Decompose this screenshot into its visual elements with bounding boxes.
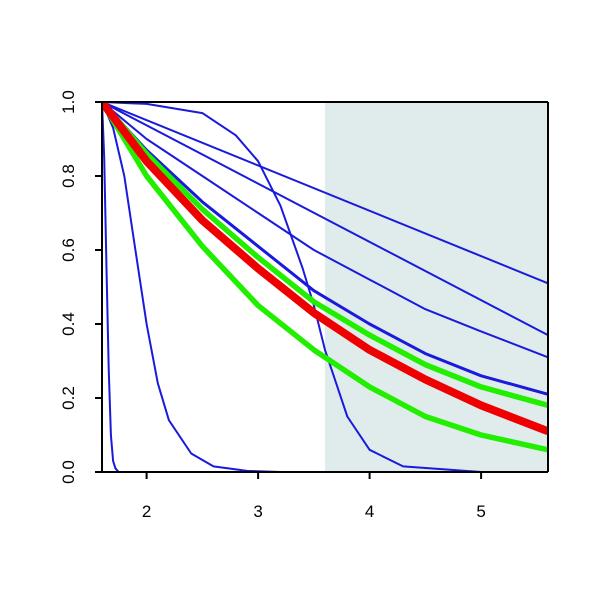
series-line-7 bbox=[102, 102, 548, 472]
x-axis: 2 3 4 5 bbox=[142, 472, 486, 521]
series-line-1 bbox=[102, 102, 548, 285]
series-layer bbox=[102, 102, 548, 472]
y-tick-label: 0.4 bbox=[59, 312, 78, 336]
y-axis: 0.0 0.2 0.4 0.6 0.8 1.0 bbox=[59, 90, 102, 484]
x-tick-label: 2 bbox=[142, 502, 151, 521]
x-tick-label: 4 bbox=[365, 502, 374, 521]
y-tick-label: 1.0 bbox=[59, 90, 78, 114]
series-line-5 bbox=[102, 102, 548, 472]
series-line-3 bbox=[102, 102, 548, 359]
y-tick-label: 0.6 bbox=[59, 238, 78, 262]
shaded-region-layer bbox=[325, 102, 548, 472]
series-line-8 bbox=[102, 102, 548, 409]
y-tick-label: 0.0 bbox=[59, 460, 78, 484]
series-line-4 bbox=[102, 102, 548, 396]
plot-frame bbox=[101, 101, 549, 473]
y-tick-label: 0.2 bbox=[59, 386, 78, 410]
x-tick-label: 3 bbox=[253, 502, 262, 521]
series-line-9 bbox=[102, 102, 548, 453]
x-tick-label: 5 bbox=[476, 502, 485, 521]
shaded-region bbox=[325, 102, 548, 472]
series-line-10 bbox=[102, 102, 548, 436]
series-line-2 bbox=[102, 102, 548, 336]
y-tick-label: 0.8 bbox=[59, 164, 78, 188]
